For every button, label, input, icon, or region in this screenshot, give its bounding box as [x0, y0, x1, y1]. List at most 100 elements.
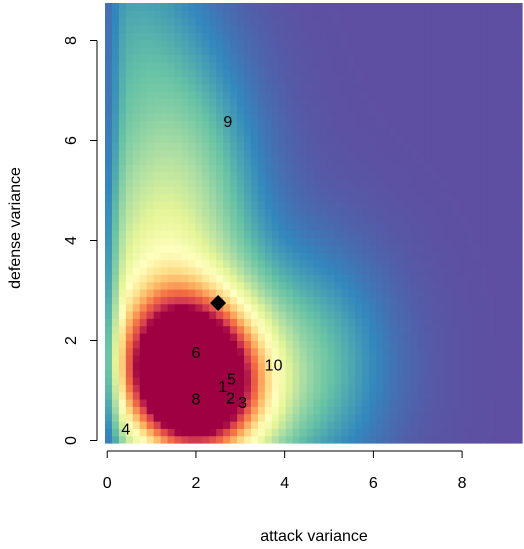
heatmap-cell: [417, 252, 426, 261]
heatmap-cell: [341, 340, 349, 349]
heatmap-cell: [473, 421, 481, 429]
heatmap-cell: [306, 296, 315, 305]
heatmap-cell: [334, 303, 342, 312]
heatmap-cell: [188, 391, 196, 400]
heatmap-cell: [348, 303, 356, 312]
heatmap-cell: [174, 186, 183, 195]
heatmap-cell: [167, 303, 176, 312]
heatmap-cell: [480, 406, 488, 415]
heatmap-cell: [362, 171, 370, 180]
heatmap-cell: [292, 54, 301, 63]
heatmap-cell: [264, 17, 273, 26]
heatmap-cell: [327, 54, 335, 63]
heatmap-cell: [237, 296, 245, 305]
heatmap-cell: [334, 289, 342, 297]
heatmap-cell: [146, 303, 155, 312]
heatmap-cell: [132, 413, 141, 422]
heatmap-cell: [417, 325, 426, 334]
heatmap-cell: [466, 113, 474, 121]
heatmap-cell: [501, 186, 509, 195]
heatmap-cell: [209, 223, 217, 231]
heatmap-cell: [202, 171, 210, 180]
heatmap-cell: [348, 325, 356, 334]
heatmap-cell: [438, 347, 447, 356]
heatmap-cell: [132, 289, 141, 297]
heatmap-cell: [264, 237, 273, 246]
heatmap-cell: [271, 201, 280, 209]
heatmap-cell: [410, 61, 419, 70]
heatmap-cell: [376, 113, 384, 121]
heatmap-cell: [473, 252, 481, 261]
heatmap-cell: [487, 406, 495, 415]
heatmap-cell: [209, 157, 217, 165]
heatmap-cell: [327, 384, 335, 393]
heatmap-cell: [306, 17, 315, 26]
heatmap-cell: [369, 340, 377, 349]
heatmap-cell: [355, 3, 363, 11]
heatmap-cell: [237, 39, 245, 48]
heatmap-cell: [167, 39, 176, 48]
heatmap-cell: [105, 157, 113, 165]
heatmap-cell: [466, 340, 474, 349]
heatmap-cell: [389, 32, 398, 41]
heatmap-cell: [383, 3, 391, 11]
heatmap-cell: [473, 428, 481, 437]
heatmap-cell: [452, 369, 461, 378]
heatmap-cell: [132, 303, 141, 312]
heatmap-cell: [139, 47, 148, 55]
heatmap-cell: [299, 193, 308, 202]
heatmap-cell: [118, 54, 127, 63]
heatmap-cell: [459, 245, 467, 253]
heatmap-cell: [216, 399, 224, 407]
heatmap-cell: [244, 91, 252, 99]
heatmap-cell: [389, 3, 398, 11]
heatmap-cell: [389, 105, 398, 114]
heatmap-cell: [271, 76, 280, 85]
heatmap-cell: [146, 296, 155, 305]
heatmap-cell: [174, 223, 183, 231]
heatmap-cell: [376, 25, 384, 33]
heatmap-cell: [111, 157, 120, 165]
heatmap-cell: [501, 120, 509, 129]
heatmap-cell: [348, 281, 356, 290]
heatmap-cell: [487, 47, 495, 55]
heatmap-cell: [132, 25, 141, 33]
heatmap-cell: [244, 164, 252, 173]
heatmap-cell: [139, 142, 148, 151]
heatmap-cell: [278, 333, 287, 341]
heatmap-cell: [105, 369, 113, 378]
heatmap-cell: [285, 179, 294, 187]
heatmap-cell: [383, 399, 391, 407]
heatmap-cell: [327, 39, 335, 48]
heatmap-cell: [348, 333, 356, 341]
heatmap-cell: [494, 142, 502, 151]
heatmap-cell: [230, 347, 238, 356]
heatmap-cell: [466, 25, 474, 33]
heatmap-cell: [230, 325, 238, 334]
heatmap-cell: [494, 274, 502, 283]
heatmap-cell: [494, 186, 502, 195]
heatmap-cell: [278, 76, 287, 85]
heatmap-cell: [417, 303, 426, 312]
heatmap-cell: [118, 113, 127, 121]
heatmap-cell: [223, 303, 231, 312]
heatmap-cell: [195, 289, 203, 297]
heatmap-cell: [167, 267, 176, 275]
heatmap-cell: [396, 311, 405, 319]
heatmap-cell: [105, 245, 113, 253]
heatmap-cell: [362, 91, 370, 99]
heatmap-cell: [174, 311, 183, 319]
heatmap-cell: [348, 76, 356, 85]
heatmap-cell: [278, 120, 287, 129]
heatmap-cell: [445, 391, 454, 400]
heatmap-cell: [202, 61, 210, 70]
heatmap-cell: [153, 3, 162, 11]
heatmap-cell: [209, 17, 217, 26]
heatmap-cell: [202, 391, 210, 400]
heatmap-cell: [396, 113, 405, 121]
heatmap-cell: [473, 127, 481, 136]
heatmap-cell: [160, 179, 169, 187]
heatmap-cell: [459, 157, 467, 165]
heatmap-cell: [501, 83, 509, 92]
heatmap-cell: [410, 223, 419, 231]
